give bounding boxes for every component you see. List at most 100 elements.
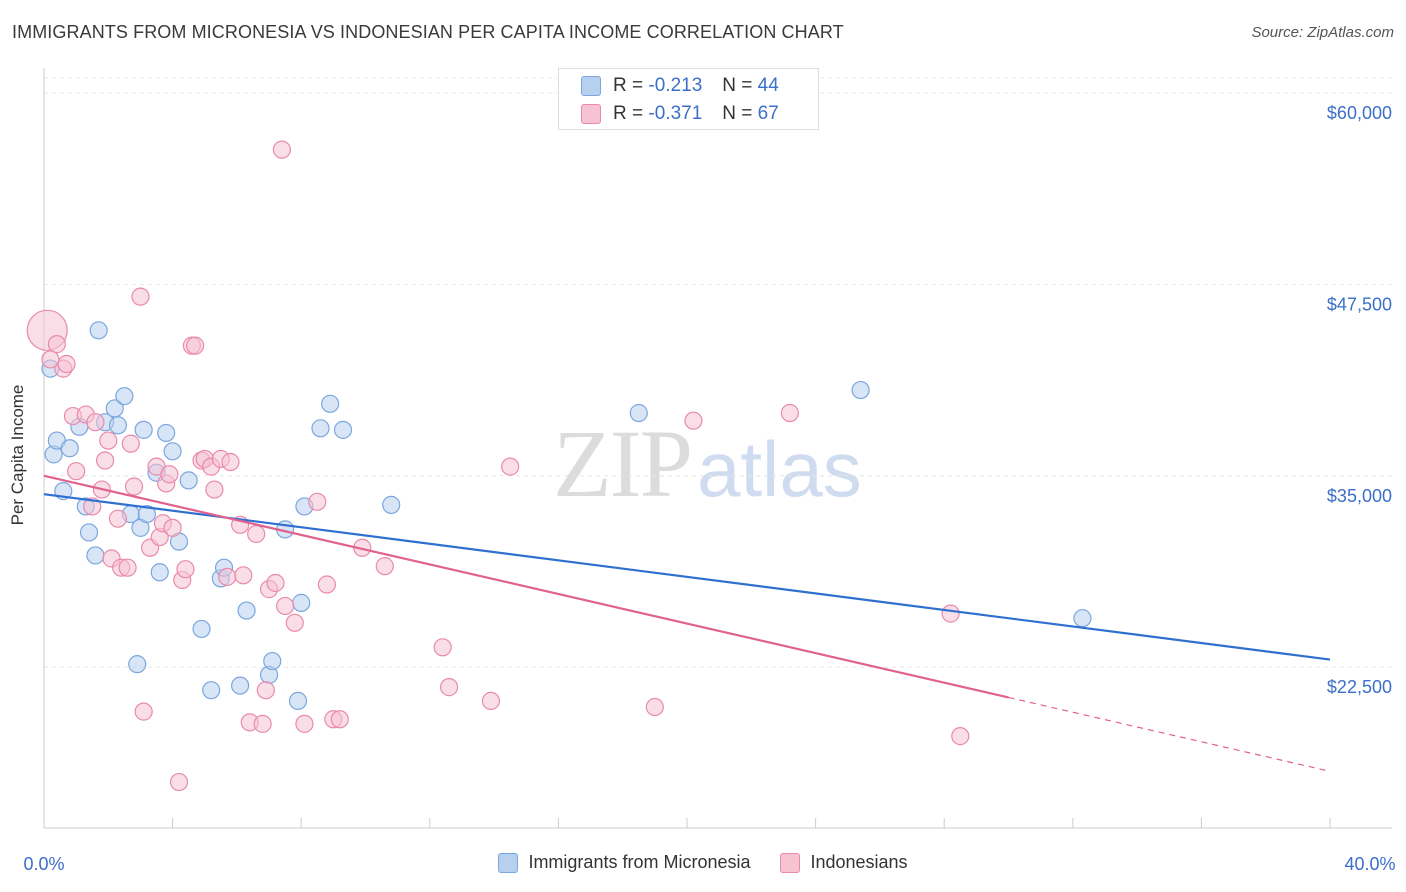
point-indonesians <box>186 336 205 355</box>
stat-row-micronesia: R = -0.213 N = 44 <box>581 72 779 100</box>
point-indonesians <box>95 451 115 470</box>
legend-label: Immigrants from Micronesia <box>528 852 751 872</box>
point-indonesians <box>375 557 394 576</box>
point-indonesians <box>47 335 66 354</box>
n-value: 44 <box>757 75 779 96</box>
point-indonesians <box>941 604 960 623</box>
point-micronesia <box>157 423 176 443</box>
point-indonesians <box>285 613 304 632</box>
n-label: N = <box>722 75 753 96</box>
blue-swatch <box>498 852 519 873</box>
point-micronesia <box>86 546 105 565</box>
point-indonesians <box>684 411 703 430</box>
trend-line-dashed-indonesians <box>1008 696 1331 772</box>
correlation-legend: R = -0.213 N = 44 R = -0.371 N = 67 <box>558 68 819 130</box>
point-micronesia <box>288 691 308 711</box>
trend-line-micronesia <box>43 493 1331 661</box>
y-tick-label: $47,500 <box>1327 294 1392 314</box>
point-indonesians <box>41 350 60 369</box>
point-indonesians <box>253 714 272 733</box>
r-label: R = <box>613 103 644 124</box>
point-indonesians <box>439 678 459 697</box>
point-micronesia <box>115 387 134 406</box>
point-indonesians <box>501 457 520 476</box>
point-micronesia <box>231 676 250 695</box>
x-tick-label: 0.0% <box>23 854 64 874</box>
point-indonesians <box>295 714 314 733</box>
point-micronesia <box>333 420 353 439</box>
point-indonesians <box>131 287 150 306</box>
point-micronesia <box>137 504 156 524</box>
point-indonesians <box>163 518 182 537</box>
legend-label: Indonesians <box>810 852 908 872</box>
point-micronesia <box>60 439 79 458</box>
point-indonesians <box>951 727 970 746</box>
point-micronesia <box>134 420 153 439</box>
point-micronesia <box>202 681 221 700</box>
point-micronesia <box>292 593 311 612</box>
point-micronesia <box>629 403 648 423</box>
point-micronesia <box>108 416 128 435</box>
pink-swatch <box>780 852 801 873</box>
point-indonesians <box>83 497 102 516</box>
point-micronesia <box>179 471 198 490</box>
point-indonesians <box>169 772 189 792</box>
point-indonesians <box>272 140 292 159</box>
point-indonesians <box>134 702 153 721</box>
point-indonesians <box>433 638 452 657</box>
watermark-atlas: atlas <box>697 425 862 513</box>
point-indonesians <box>256 681 275 700</box>
point-indonesians <box>645 697 664 717</box>
point-micronesia <box>89 321 108 340</box>
point-micronesia <box>321 394 340 413</box>
source-label: Source: ZipAtlas.com <box>1251 24 1394 41</box>
point-micronesia <box>851 380 870 400</box>
watermark: ZIPatlas <box>553 408 862 519</box>
point-micronesia <box>237 601 256 620</box>
y-tick-label: $22,500 <box>1327 677 1392 697</box>
point-indonesians <box>276 596 295 616</box>
legend-item-micronesia: Immigrants from Micronesia <box>498 852 750 873</box>
point-micronesia <box>382 495 401 514</box>
y-tick-label: $35,000 <box>1327 486 1392 506</box>
point-indonesians <box>266 573 285 593</box>
point-micronesia <box>79 523 99 542</box>
point-indonesians <box>176 560 195 579</box>
point-micronesia <box>128 655 147 674</box>
point-micronesia <box>150 563 169 582</box>
y-tick-label: $60,000 <box>1327 103 1392 123</box>
point-micronesia <box>163 442 182 461</box>
series-legend: Immigrants from Micronesia Indonesians <box>0 852 1406 873</box>
chart-title: IMMIGRANTS FROM MICRONESIA VS INDONESIAN… <box>12 22 844 42</box>
point-indonesians <box>121 434 140 453</box>
point-indonesians <box>308 492 327 511</box>
point-indonesians <box>99 431 118 450</box>
point-indonesians <box>247 524 266 544</box>
blue-swatch <box>581 76 601 96</box>
point-micronesia <box>311 419 330 438</box>
point-indonesians <box>221 452 240 472</box>
n-value: 67 <box>757 103 779 124</box>
trend-line-indonesians <box>43 474 1009 699</box>
point-indonesians <box>330 710 349 729</box>
point-indonesians <box>234 566 253 585</box>
point-micronesia <box>263 651 282 671</box>
r-label: R = <box>613 75 644 96</box>
point-indonesians <box>57 354 76 374</box>
pink-swatch <box>581 104 601 124</box>
point-indonesians <box>108 509 128 528</box>
watermark-zip: ZIP <box>553 410 693 517</box>
point-indonesians <box>205 480 224 499</box>
point-indonesians <box>124 477 144 496</box>
point-indonesians <box>218 567 237 586</box>
point-micronesia <box>192 619 211 639</box>
point-indonesians <box>317 575 337 594</box>
point-indonesians <box>118 558 137 577</box>
point-micronesia <box>1073 609 1092 628</box>
n-label: N = <box>722 103 753 124</box>
point-indonesians <box>86 413 105 432</box>
r-value: -0.213 <box>648 75 703 96</box>
legend-item-indonesians: Indonesians <box>780 852 908 873</box>
x-tick-label: 40.0% <box>1344 854 1395 874</box>
